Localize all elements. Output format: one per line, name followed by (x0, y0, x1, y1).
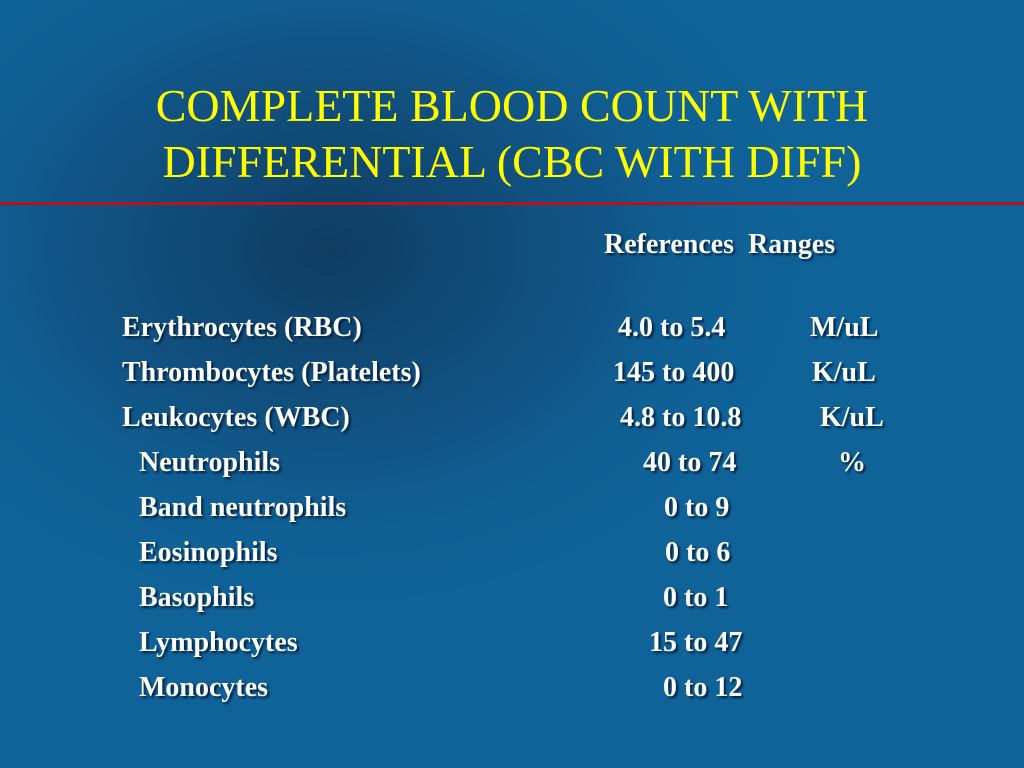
row-4-range: 0 to 9 (664, 492, 730, 523)
row-2-unit: K/uL (820, 402, 884, 433)
row-3-name: Neutrophils (139, 447, 281, 478)
row-1-unit: K/uL (812, 357, 876, 388)
row-4-name: Band neutrophils (139, 492, 347, 523)
row-7-name: Lymphocytes (139, 627, 298, 658)
row-6-name: Basophils (139, 582, 255, 613)
row-7-range: 15 to 47 (649, 627, 743, 658)
row-5-range: 0 to 6 (665, 537, 731, 568)
row-8-range: 0 to 12 (663, 672, 743, 703)
row-1-range: 145 to 400 (613, 357, 735, 388)
row-0-name: Erythrocytes (RBC) (122, 312, 362, 343)
row-6-range: 0 to 1 (663, 582, 729, 613)
title-divider (0, 202, 1024, 205)
slide-title: COMPLETE BLOOD COUNT WITH DIFFERENTIAL (… (0, 78, 1024, 190)
row-0-range: 4.0 to 5.4 (618, 312, 726, 343)
row-2-range: 4.8 to 10.8 (620, 402, 742, 433)
title-line-1: COMPLETE BLOOD COUNT WITH (155, 80, 869, 131)
row-0-unit: M/uL (810, 312, 879, 343)
row-8-name: Monocytes (139, 672, 269, 703)
reference-ranges-header: References Ranges (604, 229, 836, 260)
row-3-range: 40 to 74 (643, 447, 737, 478)
row-1-name: Thrombocytes (Platelets) (122, 357, 421, 388)
row-3-unit: % (838, 447, 866, 478)
title-line-2: DIFFERENTIAL (CBC WITH DIFF) (162, 136, 862, 187)
row-2-name: Leukocytes (WBC) (122, 402, 350, 433)
row-5-name: Eosinophils (139, 537, 278, 568)
